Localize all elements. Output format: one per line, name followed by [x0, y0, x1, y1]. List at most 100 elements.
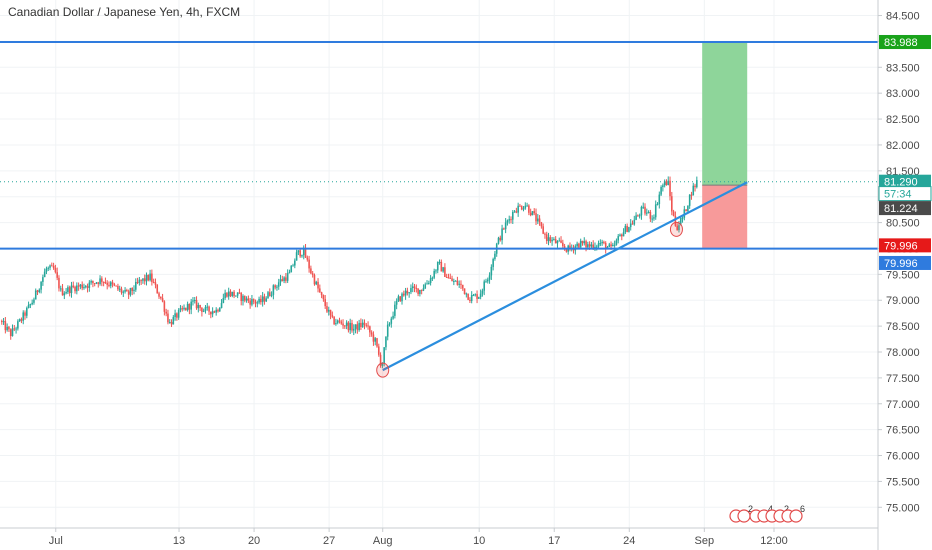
candle-up — [576, 243, 578, 247]
event-count: 2 — [748, 504, 753, 514]
candle-up — [638, 215, 641, 217]
candle-down — [108, 284, 110, 286]
candle-down — [592, 244, 594, 249]
candle-up — [429, 278, 432, 283]
candle-up — [168, 321, 171, 323]
candle-down — [603, 241, 605, 243]
candle-up — [513, 211, 516, 213]
candle-up — [608, 244, 611, 247]
candle-down — [588, 244, 591, 247]
candle-up — [688, 194, 691, 206]
candle-down — [317, 281, 319, 289]
price-badge-target: 83.988 — [879, 35, 931, 50]
candle-down — [451, 278, 453, 282]
candle-up — [590, 244, 593, 247]
candle-down — [268, 292, 271, 296]
candle-up — [59, 288, 62, 290]
price-badge-entry: 81.224 — [879, 201, 931, 216]
candle-up — [288, 272, 291, 274]
candle-up — [99, 278, 101, 284]
event-icon[interactable]: 6 — [781, 504, 805, 523]
events-strip[interactable]: 2 4 2 6 — [729, 504, 805, 523]
candle-up — [11, 328, 14, 337]
candle-up — [31, 302, 33, 305]
candle-down — [113, 284, 116, 286]
candle-up — [67, 287, 69, 293]
candle-down — [252, 299, 255, 302]
candle-up — [286, 273, 289, 281]
candle-down — [569, 245, 571, 249]
candle-down — [333, 316, 335, 325]
candle-down — [229, 291, 232, 296]
target-zone — [702, 42, 748, 186]
candle-up — [458, 283, 460, 285]
candle-up — [302, 248, 305, 256]
candle-up — [327, 309, 330, 312]
candle-down — [356, 324, 359, 331]
candle-down — [585, 241, 587, 248]
candle-down — [111, 282, 114, 285]
candle-down — [562, 242, 564, 247]
candle-down — [188, 303, 191, 310]
price-badge-bg — [879, 174, 931, 189]
candle-up — [517, 205, 519, 213]
candle-down — [299, 250, 301, 257]
candle-up — [43, 271, 46, 278]
candle-up — [211, 311, 214, 315]
candle-up — [70, 285, 73, 294]
candle-up — [336, 320, 339, 324]
pivot-marker-icon — [669, 221, 683, 237]
price-tick-label: 83.000 — [886, 88, 920, 100]
candle-up — [622, 232, 625, 237]
candle-down — [449, 277, 452, 279]
price-badge-label: 81.290 — [884, 177, 918, 189]
candle-down — [344, 325, 346, 327]
candle-down — [51, 265, 53, 267]
candle-down — [351, 322, 353, 331]
time-tick-label: 10 — [473, 535, 485, 547]
candle-up — [628, 227, 630, 232]
candle-up — [172, 317, 175, 325]
candle-down — [540, 222, 543, 227]
candle-down — [324, 299, 326, 307]
candle-down — [56, 272, 58, 278]
candle-down — [631, 223, 634, 225]
candle-down — [54, 268, 57, 273]
price-badge-level: 79.996 — [879, 255, 931, 270]
candle-down — [8, 326, 10, 330]
candle-up — [599, 243, 602, 245]
candle-up — [431, 277, 434, 279]
candle-up — [583, 241, 586, 244]
price-badge-timer: 57:34 — [878, 186, 932, 202]
candle-down — [467, 293, 469, 300]
candle-up — [660, 186, 662, 195]
candle-down — [365, 324, 368, 326]
candle-down — [549, 237, 552, 242]
candle-up — [612, 244, 614, 247]
candle-up — [251, 299, 253, 305]
candle-down — [347, 322, 350, 331]
candle-up — [134, 281, 137, 290]
candle-up — [38, 289, 41, 292]
candle-up — [2, 321, 5, 323]
candle-up — [186, 303, 189, 311]
candle-up — [109, 282, 112, 286]
candle-down — [690, 194, 693, 196]
candle-up — [642, 206, 645, 208]
candle-up — [506, 220, 509, 223]
candle-up — [504, 222, 507, 230]
time-axis[interactable]: Jul 13 20 27 Aug 10 17 24 Sep 12:00 — [0, 527, 878, 547]
candle-up — [651, 218, 653, 220]
candle-down — [320, 292, 323, 296]
candle-down — [158, 293, 160, 297]
price-axis[interactable]: 84.50084.00083.50083.00082.50082.00081.5… — [877, 0, 920, 550]
candle-up — [615, 240, 618, 245]
candle-up — [479, 293, 482, 298]
trend-line[interactable] — [382, 181, 748, 372]
candle-up — [483, 281, 486, 291]
candle-down — [529, 212, 532, 216]
candle-up — [595, 246, 598, 248]
event-icon[interactable]: 2 — [729, 504, 753, 523]
candle-up — [381, 363, 384, 366]
